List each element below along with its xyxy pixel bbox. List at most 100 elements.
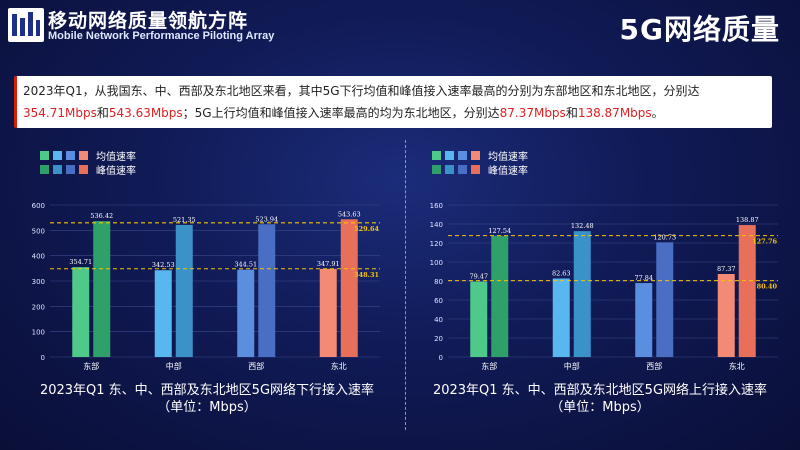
bar-avg <box>237 269 255 357</box>
y-tick-label: 400 <box>32 253 45 261</box>
legend-swatch <box>458 164 467 174</box>
bar-avg <box>635 283 653 357</box>
data-label-peak: 543.63 <box>338 210 361 218</box>
legend-row-avg: 均值速率 <box>432 148 528 163</box>
y-tick-label: 160 <box>430 202 443 210</box>
x-tick-label: 东部 <box>83 361 99 371</box>
legend-peak-label: 峰值速率 <box>488 165 528 177</box>
legend-swatch <box>445 164 454 174</box>
summary-box: 2023年Q1，从我国东、中、西部及东北地区来看，其中5G下行均值和峰值接入速率… <box>14 76 772 128</box>
bar-peak <box>656 242 674 357</box>
downlink-chart: 0 100 200 300 400 500 600 354.71 536.42 东部 342.53 5… <box>32 202 380 371</box>
bar-avg <box>154 270 172 357</box>
reference-label: 348.31 <box>354 271 379 279</box>
downlink-caption: 2023年Q1 东、中、西部及东北地区5G网络下行接入速率 （单位：Mbps） <box>12 382 402 416</box>
y-tick-label: 600 <box>32 202 45 210</box>
bar-avg <box>717 273 735 357</box>
y-tick-label: 0 <box>41 354 45 362</box>
downlink-chart-title: 2023年Q1 东、中、西部及东北地区5G网络下行接入速率 <box>39 383 375 398</box>
legend-swatch <box>471 164 480 174</box>
legend-swatch <box>40 150 49 160</box>
y-tick-label: 20 <box>434 335 443 343</box>
reference-label: 80.40 <box>757 283 778 291</box>
legend-uplink: 均值速率 峰值速率 <box>432 148 528 177</box>
data-label-peak: 120.73 <box>653 233 676 241</box>
legend-row-peak: 峰值速率 <box>40 162 136 177</box>
x-tick-label: 中部 <box>166 361 182 371</box>
legend-swatch <box>66 150 75 160</box>
panel-divider <box>405 140 407 430</box>
x-tick-label: 中部 <box>564 361 580 371</box>
summary-value-4: 138.87Mbps <box>577 106 652 120</box>
brand-subtitle: Mobile Network Performance Piloting Arra… <box>48 30 275 42</box>
uplink-chart-title: 2023年Q1 东、中、西部及东北地区5G网络上行接入速率 <box>432 383 768 398</box>
bar-avg <box>72 267 90 357</box>
data-label-avg: 354.71 <box>69 258 92 266</box>
summary-value-2: 543.63Mbps <box>108 106 183 120</box>
bar-peak <box>175 224 193 357</box>
summary-text-3: ；5G上行均值和峰值接入速率最高的均为东北地区，分别达 <box>182 106 500 120</box>
x-tick-label: 西部 <box>248 361 264 371</box>
data-label-peak: 523.94 <box>255 215 278 223</box>
bar-peak <box>738 225 756 357</box>
legend-swatch <box>458 150 467 160</box>
data-label-peak: 536.42 <box>90 212 113 220</box>
data-label-avg: 77.84 <box>634 274 653 282</box>
uplink-caption: 2023年Q1 东、中、西部及东北地区5G网络上行接入速率 （单位：Mbps） <box>405 382 795 416</box>
bar-avg <box>470 281 488 357</box>
data-label-peak: 127.54 <box>488 227 511 235</box>
y-tick-label: 120 <box>430 240 443 248</box>
data-label-avg: 344.51 <box>234 261 257 269</box>
legend-row-peak: 峰值速率 <box>432 162 528 177</box>
summary-text-1: 2023年Q1，从我国东、中、西部及东北地区来看，其中5G下行均值和峰值接入速率… <box>23 84 700 98</box>
y-tick-label: 60 <box>434 297 443 305</box>
y-tick-label: 500 <box>32 227 45 235</box>
page-title: 5G网络质量 <box>619 13 780 46</box>
reference-label: 127.76 <box>752 238 777 246</box>
data-label-avg: 87.37 <box>717 265 736 273</box>
data-label-avg: 342.53 <box>152 261 175 269</box>
brand-title: 移动网络质量领航方阵 <box>48 10 249 32</box>
summary-text-4: 和 <box>565 106 578 120</box>
bar-peak <box>340 219 358 357</box>
y-tick-label: 80 <box>434 278 443 286</box>
brand-logo-icon <box>8 8 44 42</box>
legend-swatch <box>53 150 62 160</box>
x-tick-label: 东部 <box>481 361 497 371</box>
reference-label: 529.64 <box>354 225 379 233</box>
y-tick-label: 100 <box>430 259 443 267</box>
bar-avg <box>319 268 337 357</box>
legend-row-avg: 均值速率 <box>40 148 136 163</box>
summary-value-1: 354.71Mbps <box>23 106 97 120</box>
legend-avg-label: 均值速率 <box>96 151 136 163</box>
data-label-avg: 347.91 <box>317 260 340 268</box>
data-label-avg: 82.63 <box>552 270 571 278</box>
legend-avg-label: 均值速率 <box>488 151 528 163</box>
y-tick-label: 200 <box>32 303 45 311</box>
summary-text-5: 。 <box>651 106 664 120</box>
x-tick-label: 西部 <box>646 361 662 371</box>
bar-avg <box>552 278 570 357</box>
y-tick-label: 140 <box>430 221 443 229</box>
y-tick-label: 300 <box>32 278 45 286</box>
legend-swatch <box>432 150 441 160</box>
bar-peak <box>258 224 276 357</box>
x-tick-label: 东北 <box>729 361 745 371</box>
downlink-chart-subtitle: （单位：Mbps） <box>157 400 257 415</box>
legend-swatch <box>66 164 75 174</box>
legend-downlink: 均值速率 峰值速率 <box>40 148 136 177</box>
y-tick-label: 40 <box>434 316 443 324</box>
uplink-chart-subtitle: （单位：Mbps） <box>550 400 650 415</box>
bar-peak <box>573 231 591 357</box>
legend-swatch <box>79 164 88 174</box>
legend-peak-label: 峰值速率 <box>96 165 136 177</box>
y-tick-label: 0 <box>439 354 443 362</box>
legend-swatch <box>471 150 480 160</box>
y-tick-label: 100 <box>32 329 45 337</box>
bar-peak <box>93 221 111 357</box>
x-tick-label: 东北 <box>331 361 347 371</box>
data-label-avg: 79.47 <box>469 273 488 281</box>
data-label-peak: 132.48 <box>571 222 594 230</box>
uplink-chart: 0 20 40 60 80 100 120 140 160 79.47 127.54 东部 82.63 1… <box>430 202 778 371</box>
bar-peak <box>491 235 509 357</box>
